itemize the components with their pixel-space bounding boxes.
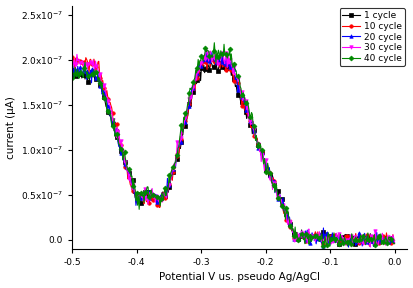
20 cycle — [108, 116, 113, 120]
20 cycle — [346, 245, 351, 249]
20 cycle — [70, 73, 75, 76]
1 cycle — [273, 190, 278, 193]
20 cycle — [204, 50, 209, 53]
10 cycle — [367, 245, 372, 248]
30 cycle — [368, 245, 373, 249]
10 cycle — [205, 54, 210, 57]
40 cycle — [273, 185, 278, 189]
10 cycle — [392, 242, 397, 245]
30 cycle — [70, 62, 75, 66]
1 cycle — [305, 236, 310, 240]
30 cycle — [392, 240, 397, 244]
30 cycle — [108, 109, 113, 113]
30 cycle — [197, 67, 202, 70]
20 cycle — [273, 183, 278, 186]
1 cycle — [175, 157, 180, 160]
20 cycle — [392, 241, 397, 245]
1 cycle — [70, 69, 75, 72]
Y-axis label: current (μA): current (μA) — [5, 96, 16, 159]
40 cycle — [328, 245, 332, 248]
Line: 10 cycle: 10 cycle — [70, 54, 396, 248]
30 cycle — [273, 188, 278, 191]
40 cycle — [212, 41, 217, 44]
40 cycle — [108, 114, 113, 117]
1 cycle — [303, 242, 308, 245]
10 cycle — [175, 155, 180, 158]
1 cycle — [371, 244, 376, 247]
X-axis label: Potential V us. pseudo Ag/AgCl: Potential V us. pseudo Ag/AgCl — [159, 272, 320, 283]
40 cycle — [175, 154, 180, 157]
10 cycle — [70, 56, 75, 59]
Legend: 1 cycle, 10 cycle, 20 cycle, 30 cycle, 40 cycle: 1 cycle, 10 cycle, 20 cycle, 30 cycle, 4… — [339, 8, 405, 66]
30 cycle — [175, 140, 180, 143]
10 cycle — [303, 236, 308, 240]
1 cycle — [392, 238, 397, 242]
20 cycle — [175, 152, 180, 155]
40 cycle — [70, 76, 75, 79]
40 cycle — [392, 241, 397, 245]
40 cycle — [305, 237, 310, 240]
Line: 1 cycle: 1 cycle — [70, 60, 396, 247]
30 cycle — [303, 238, 308, 241]
1 cycle — [108, 116, 113, 120]
10 cycle — [108, 104, 113, 107]
40 cycle — [303, 232, 308, 235]
Line: 40 cycle: 40 cycle — [70, 41, 396, 248]
Line: 30 cycle: 30 cycle — [70, 48, 396, 249]
20 cycle — [305, 228, 310, 232]
20 cycle — [303, 229, 308, 233]
20 cycle — [197, 66, 202, 69]
1 cycle — [218, 60, 223, 63]
30 cycle — [204, 48, 209, 51]
Line: 20 cycle: 20 cycle — [70, 50, 396, 249]
1 cycle — [197, 70, 202, 73]
30 cycle — [305, 241, 310, 245]
40 cycle — [197, 59, 202, 62]
10 cycle — [273, 181, 278, 185]
10 cycle — [305, 233, 310, 236]
10 cycle — [197, 65, 202, 69]
